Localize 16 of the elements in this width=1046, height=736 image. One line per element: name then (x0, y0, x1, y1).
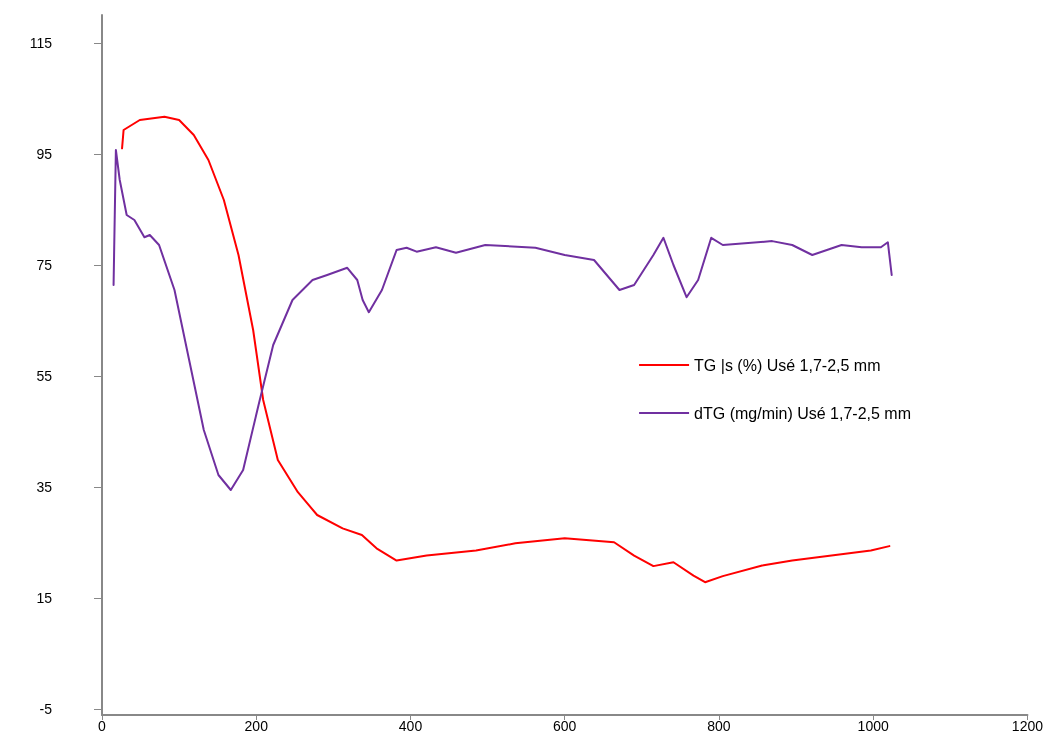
y-tick-label: -5 (39, 701, 53, 718)
y-tick-label: 35 (36, 479, 53, 496)
x-tick-label: 200 (244, 718, 269, 734)
x-tick-label: 600 (553, 718, 577, 734)
legend-label: dTG (mg/min) Usé 1,7-2,5 mm (694, 404, 912, 422)
x-tick-label: 800 (707, 718, 731, 734)
y-tick-label: 115 (29, 34, 53, 51)
y-tick-label: 95 (36, 145, 53, 162)
x-tick-label: 1000 (857, 718, 889, 734)
x-tick-label: 400 (398, 718, 423, 734)
legend-label: TG |s (%) Usé 1,7-2,5 mm (694, 356, 881, 374)
x-tick-label: 0 (98, 718, 107, 734)
y-tick-label: 75 (36, 257, 53, 273)
y-tick-label: 15 (36, 590, 53, 607)
x-tick-label: 1200 (1011, 718, 1044, 734)
y-tick-label: 55 (36, 368, 53, 385)
